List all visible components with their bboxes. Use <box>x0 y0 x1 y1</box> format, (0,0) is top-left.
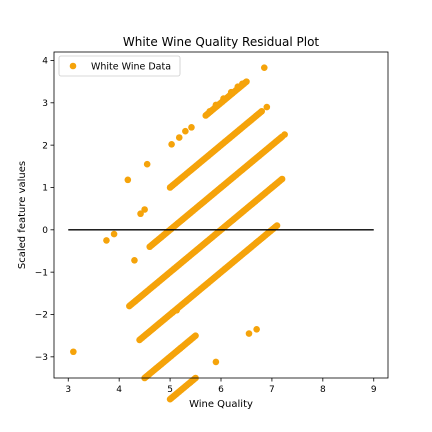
y-tick-label: 1 <box>42 184 48 194</box>
data-point <box>192 332 199 339</box>
data-point <box>239 80 246 88</box>
data-point <box>168 141 175 148</box>
data-point <box>103 237 110 244</box>
y-tick-label: 3 <box>42 99 48 109</box>
x-tick-label: 4 <box>116 385 122 395</box>
legend-box <box>58 55 181 77</box>
data-point <box>245 330 253 337</box>
data-point <box>281 131 288 138</box>
x-tick-label: 9 <box>371 385 377 395</box>
data-points <box>70 64 288 403</box>
data-point <box>173 306 180 314</box>
chart-title: White Wine Quality Residual Plot <box>123 35 320 49</box>
data-point <box>143 160 151 168</box>
data-point <box>131 257 138 264</box>
x-tick-label: 8 <box>320 385 326 395</box>
x-tick-label: 6 <box>218 385 224 395</box>
x-tick-label: 3 <box>65 385 71 395</box>
y-tick-label: 2 <box>42 141 48 151</box>
legend-label: White Wine Data <box>91 62 171 73</box>
data-point <box>141 206 148 213</box>
x-tick-label: 5 <box>167 385 173 395</box>
data-point <box>253 326 260 333</box>
data-point <box>206 107 214 115</box>
x-axis-ticks: 3 4 5 6 7 8 9 <box>65 378 377 395</box>
data-point <box>182 127 189 135</box>
y-axis-label: Scaled feature values <box>17 161 28 269</box>
data-point <box>124 176 132 184</box>
y-tick-label: −2 <box>35 311 48 321</box>
y-tick-label: −3 <box>35 353 48 363</box>
data-point <box>212 358 220 366</box>
data-point <box>258 107 266 115</box>
x-tick-label: 7 <box>269 385 275 395</box>
data-point <box>137 210 144 218</box>
data-point <box>227 88 235 96</box>
data-point <box>220 95 227 102</box>
data-point <box>70 348 77 356</box>
data-point <box>263 103 271 111</box>
y-tick-label: 0 <box>42 226 48 236</box>
data-point <box>260 64 268 71</box>
legend: White Wine Data <box>58 55 181 77</box>
y-tick-label: −1 <box>35 268 48 278</box>
data-point <box>188 124 195 131</box>
data-point <box>175 134 183 141</box>
y-tick-label: 4 <box>42 57 48 67</box>
data-point <box>110 230 118 238</box>
data-point <box>278 175 286 183</box>
legend-marker <box>69 62 77 70</box>
data-point <box>176 345 184 352</box>
data-point <box>273 222 281 229</box>
data-point <box>212 101 220 109</box>
x-axis-label: Wine Quality <box>189 399 253 410</box>
y-axis-ticks: −3 −2 −1 0 1 2 3 4 <box>35 57 54 363</box>
